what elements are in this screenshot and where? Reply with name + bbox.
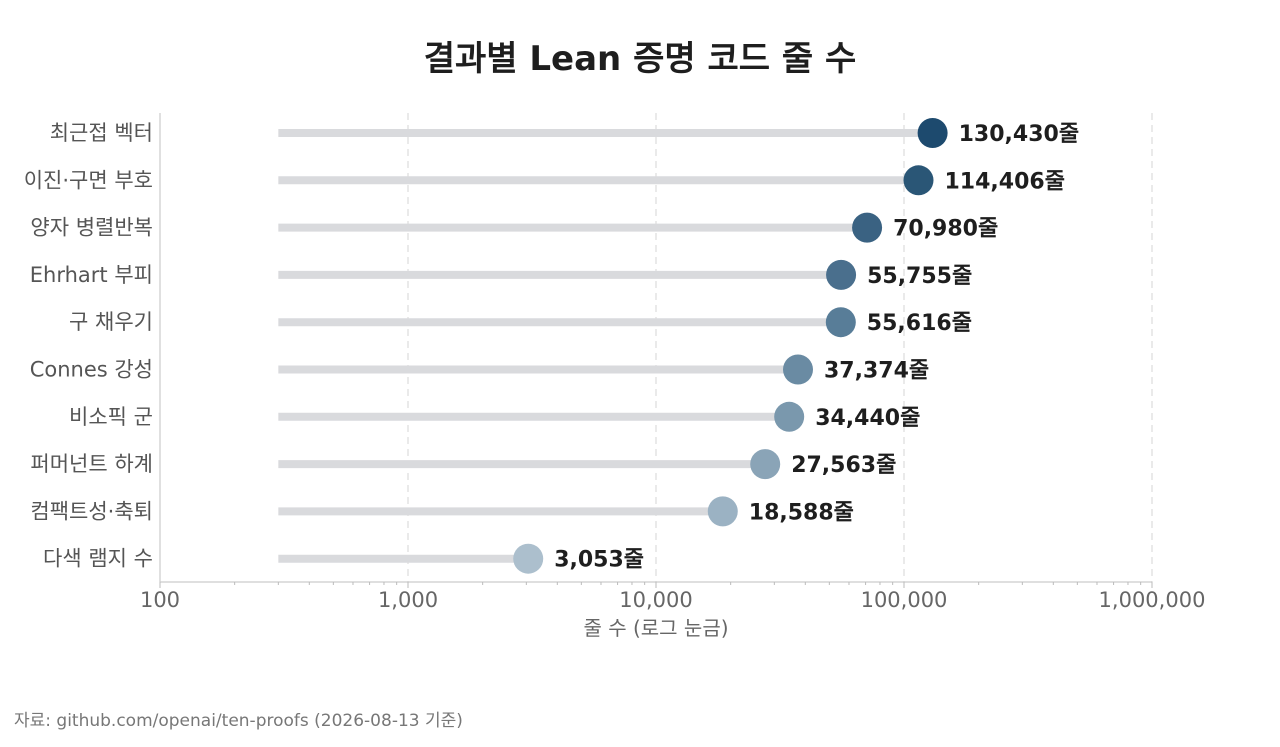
- lollipop-row: 이진·구면 부호 114,406줄: [24, 165, 1065, 196]
- value-label: 130,430줄: [959, 122, 1079, 147]
- value-label: 34,440줄: [815, 406, 920, 431]
- lollipop-row: 최근접 벡터 130,430줄: [50, 118, 1079, 148]
- value-label: 114,406줄: [944, 169, 1064, 194]
- category-label: 퍼머넌트 하계: [30, 452, 153, 476]
- value-label: 55,616줄: [867, 311, 972, 336]
- x-tick-label-1: 1,000: [378, 588, 438, 612]
- category-label: 다색 램지 수: [43, 547, 153, 571]
- category-label: 최근접 벡터: [50, 121, 153, 145]
- x-tick-label-2: 10,000: [619, 588, 692, 612]
- category-label: 양자 병렬반복: [30, 216, 153, 240]
- lollipop-row: 컴팩트성·축퇴 18,588줄: [30, 496, 854, 527]
- lollipop-row: 다색 램지 수 3,053줄: [43, 543, 644, 574]
- lollipop-dot: [513, 543, 544, 574]
- lollipop-row: Ehrhart 부피 55,755줄: [30, 259, 972, 290]
- lollipop-dot: [826, 259, 857, 290]
- category-label: Connes 강성: [30, 358, 153, 382]
- chart-title: 결과별 Lean 증명 코드 줄 수: [424, 39, 857, 79]
- lollipop-row: Connes 강성 37,374줄: [30, 354, 929, 385]
- value-label: 70,980줄: [893, 217, 998, 242]
- grid-lines: [407, 113, 1153, 582]
- category-label: Ehrhart 부피: [30, 263, 153, 287]
- x-tick-labels: 100 1,000 10,000 100,000 1,000,000: [140, 588, 1205, 612]
- lollipop-row: 구 채우기 55,616줄: [69, 307, 972, 338]
- lollipop-row: 퍼머넌트 하계 27,563줄: [30, 449, 896, 480]
- value-label: 3,053줄: [554, 548, 644, 573]
- source-note: 자료: github.com/openai/ten-proofs (2026-0…: [14, 711, 463, 731]
- category-label: 비소픽 군: [69, 405, 153, 429]
- lollipop-dot: [825, 307, 856, 338]
- category-label: 컴팩트성·축퇴: [30, 499, 153, 523]
- lollipop-dot: [750, 449, 781, 480]
- value-label: 37,374줄: [824, 359, 929, 384]
- value-label: 18,588줄: [749, 500, 854, 525]
- lollipop-dot: [707, 496, 738, 527]
- value-label: 55,755줄: [867, 264, 972, 289]
- lollipop-dot: [917, 118, 948, 148]
- lollipop-chart: 결과별 Lean 증명 코드 줄 수 100 1,000 10,000 100,000…: [24, 39, 1206, 640]
- x-tick-label-0: 100: [140, 588, 180, 612]
- x-tick-label-4: 1,000,000: [1099, 588, 1206, 612]
- x-tick-label-3: 100,000: [861, 588, 948, 612]
- minor-ticks: [159, 582, 1153, 588]
- lollipop-dot: [852, 212, 883, 243]
- value-label: 27,563줄: [791, 453, 896, 478]
- x-axis-label: 줄 수 (로그 눈금): [583, 616, 728, 640]
- lollipop-row: 양자 병렬반복 70,980줄: [30, 212, 998, 243]
- lollipop-row: 비소픽 군 34,440줄: [69, 401, 920, 432]
- lollipop-dot: [903, 165, 934, 196]
- lollipop-dot: [774, 401, 805, 432]
- category-label: 이진·구면 부호: [24, 168, 153, 192]
- lollipop-dot: [782, 354, 813, 385]
- category-label: 구 채우기: [69, 310, 153, 334]
